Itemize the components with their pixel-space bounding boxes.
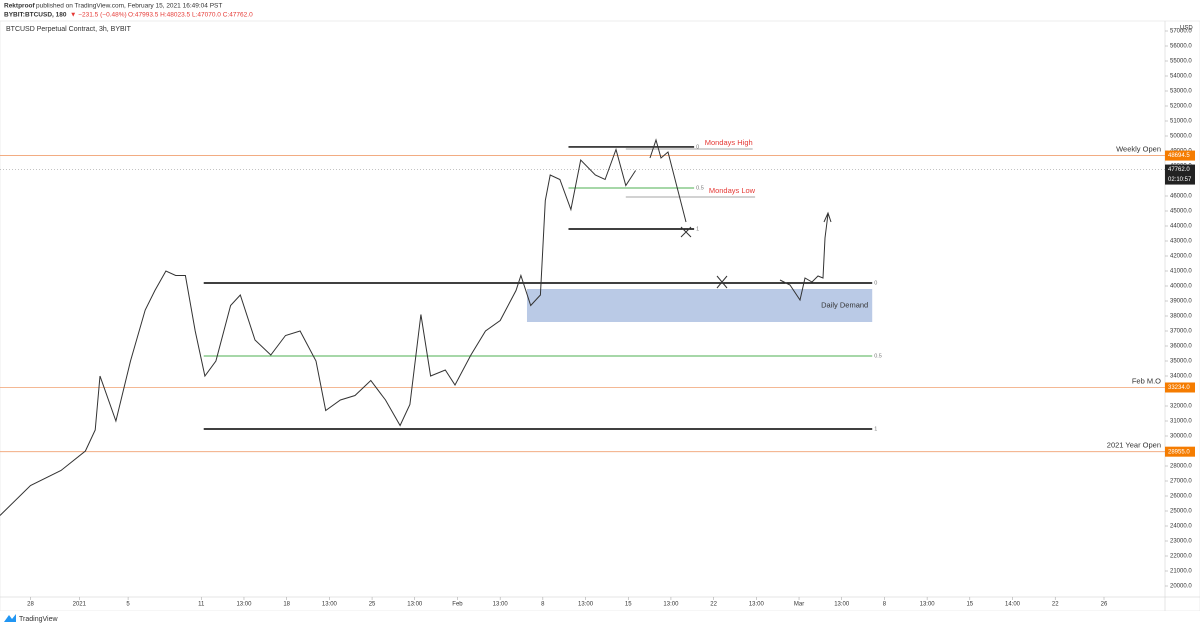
change: ▼ −231.5 (−0.48%) (70, 12, 127, 19)
price-badge (1165, 382, 1195, 393)
x-tick-label: 13:00 (322, 602, 338, 608)
projections (649, 138, 832, 302)
price-badge (1165, 150, 1195, 161)
y-tick-label: 57000.0 (1170, 29, 1192, 35)
reference-label: Weekly Open (1116, 145, 1161, 154)
y-tick-label: 38000.0 (1170, 314, 1192, 320)
y-tick-label: 54000.0 (1170, 74, 1192, 80)
x-tick-label: 18 (283, 602, 290, 608)
x-tick-label: 28 (27, 602, 34, 608)
demand-zone (526, 289, 873, 323)
footer: TradingView (19, 616, 58, 623)
y-tick-label: 53000.0 (1170, 89, 1192, 95)
x-tick-label: 13:00 (749, 602, 765, 608)
x-tick-label: 13:00 (578, 602, 594, 608)
y-tick-label: 46000.0 (1170, 194, 1192, 200)
y-tick-label: 35000.0 (1170, 359, 1192, 365)
x-tick-label: 14:00 (1005, 602, 1021, 608)
x-tick-label: 22 (710, 602, 717, 608)
fib-ratio: 0.5 (696, 185, 704, 191)
x-tick-label: 15 (625, 602, 632, 608)
y-tick-label: 55000.0 (1170, 59, 1192, 65)
x-tick-label: 13:00 (236, 602, 252, 608)
ohlc: O:47993.5 H:48023.5 L:47070.0 C:47762.0 (128, 12, 253, 19)
y-tick-label: 27000.0 (1170, 479, 1192, 485)
y-tick-label: 28000.0 (1170, 464, 1192, 470)
fib-ratio: 0 (696, 144, 699, 150)
y-tick-label: 23000.0 (1170, 539, 1192, 545)
x-tick-label: Feb (452, 602, 463, 608)
y-tick-label: 34000.0 (1170, 374, 1192, 380)
y-tick-label: 30000.0 (1170, 434, 1192, 440)
x-tick-label: Mar (794, 602, 804, 608)
y-tick-label: 56000.0 (1170, 44, 1192, 50)
y-tick-label: 32000.0 (1170, 404, 1192, 410)
x-mark (680, 226, 692, 238)
x-tick-label: 22 (1052, 602, 1059, 608)
last-price-label: 47762.0 (1168, 167, 1190, 173)
symbol: BYBIT:BTCUSD, 180 (4, 12, 67, 19)
x-tick-label: 11 (198, 602, 205, 608)
chart-title: BTCUSD Perpetual Contract, 3h, BYBIT (6, 26, 132, 33)
x-tick-label: 26 (1101, 602, 1108, 608)
x-tick-label: 8 (541, 602, 545, 608)
x-tick-label: 13:00 (407, 602, 423, 608)
y-tick-label: 42000.0 (1170, 254, 1192, 260)
price-badge-label: 48694.5 (1168, 153, 1190, 159)
x-tick-label: 13:00 (663, 602, 679, 608)
x-tick-label: 15 (966, 602, 973, 608)
x-tick-label: 25 (369, 602, 376, 608)
fib-ratio: 1 (874, 426, 877, 432)
x-tick-label: 8 (883, 602, 887, 608)
y-tick-label: 43000.0 (1170, 239, 1192, 245)
range-label: Mondays High (705, 138, 753, 147)
x-tick-label: 13:00 (834, 602, 850, 608)
price-badge-label: 33234.0 (1168, 385, 1190, 391)
price-badge-label: 28955.0 (1168, 449, 1190, 455)
y-tick-label: 21000.0 (1170, 569, 1192, 575)
y-tick-label: 45000.0 (1170, 209, 1192, 215)
y-tick-label: 26000.0 (1170, 494, 1192, 500)
header-bar (0, 0, 1200, 21)
zone-label: Daily Demand (821, 300, 868, 309)
y-tick-label: 51000.0 (1170, 119, 1192, 125)
y-tick-label: 41000.0 (1170, 269, 1192, 275)
fib-ratio: 0.5 (874, 353, 882, 359)
footer-bar (0, 611, 1200, 627)
x-tick-label: 13:00 (920, 602, 936, 608)
last-price-badge (1165, 164, 1195, 185)
y-tick-label: 37000.0 (1170, 329, 1192, 335)
projection-down (649, 138, 687, 223)
x-tick-label: 13:00 (493, 602, 509, 608)
published: published on TradingView.com, February 1… (36, 3, 222, 10)
y-tick-label: 24000.0 (1170, 524, 1192, 530)
fib-ratio: 0 (874, 280, 877, 286)
projection-up (779, 211, 832, 302)
y-tick-label: 25000.0 (1170, 509, 1192, 515)
fib-ratio: 1 (696, 226, 699, 232)
y-tick-label: 50000.0 (1170, 134, 1192, 140)
y-tick-label: 22000.0 (1170, 554, 1192, 560)
currency: USD (1180, 26, 1193, 32)
y-tick-label: 31000.0 (1170, 419, 1192, 425)
reference-label: 2021 Year Open (1107, 441, 1161, 450)
y-tick-label: 52000.0 (1170, 104, 1192, 110)
y-tick-label: 36000.0 (1170, 344, 1192, 350)
price-badge (1165, 446, 1195, 457)
range-label: Mondays Low (709, 186, 756, 195)
countdown: 02:10:57 (1168, 177, 1192, 183)
x-mark (716, 275, 728, 289)
y-tick-label: 39000.0 (1170, 299, 1192, 305)
y-tick-label: 44000.0 (1170, 224, 1192, 230)
x-tick-label: 5 (126, 602, 130, 608)
y-tick-label: 40000.0 (1170, 284, 1192, 290)
author: Rektproof (4, 3, 36, 10)
y-tick-label: 20000.0 (1170, 584, 1192, 590)
price-line (0, 147, 637, 516)
reference-label: Feb M.O (1132, 376, 1161, 385)
x-tick-label: 2021 (73, 602, 87, 608)
tv-logo (4, 614, 16, 622)
